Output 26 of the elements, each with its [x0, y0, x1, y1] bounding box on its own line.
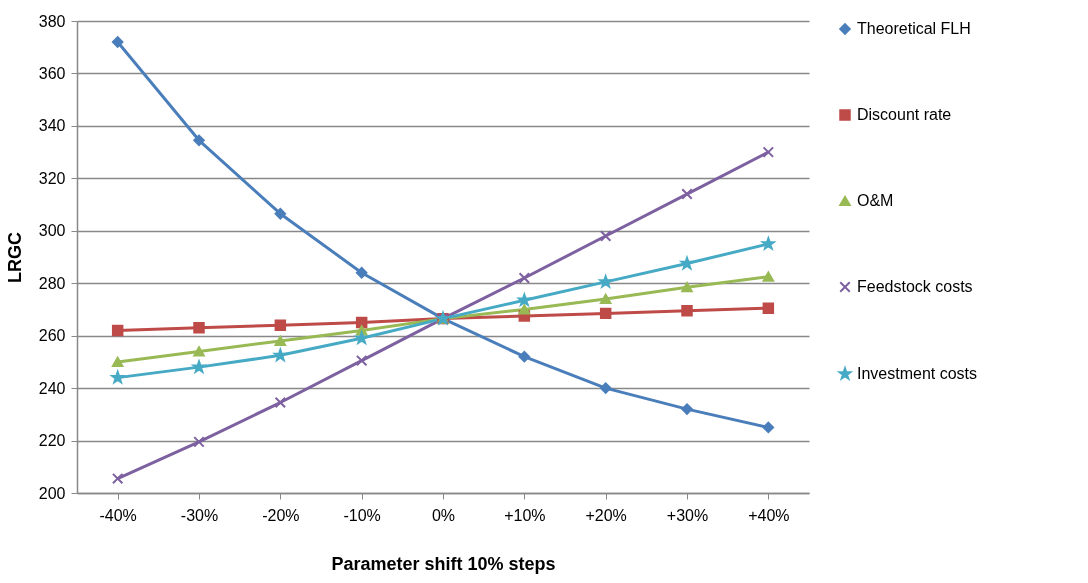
x-tick-label: -10% — [343, 506, 381, 524]
x-tick-label: +10% — [504, 506, 546, 524]
legend-label: Discount rate — [857, 106, 952, 123]
y-tick-label: 260 — [38, 327, 66, 345]
y-tick-label: 340 — [38, 117, 66, 135]
x-axis-title: Parameter shift 10% steps — [331, 553, 556, 574]
y-tick-label: 280 — [38, 274, 66, 292]
legend-label: Investment costs — [857, 365, 978, 382]
legend-label: Theoretical FLH — [857, 20, 971, 37]
x-tick-label: +30% — [666, 506, 709, 524]
y-axis-title: LRGC — [4, 232, 25, 283]
x-tick-label: -40% — [99, 506, 137, 524]
y-tick-label: 200 — [38, 484, 66, 502]
legend-label: Feedstock costs — [857, 278, 973, 295]
y-tick-label: 220 — [38, 432, 66, 450]
x-tick-label: +20% — [585, 506, 627, 524]
y-tick-label: 300 — [38, 222, 66, 240]
x-tick-label: +40% — [748, 506, 790, 524]
y-tick-label: 320 — [38, 169, 66, 187]
y-tick-label: 240 — [38, 379, 66, 397]
x-tick-label: -20% — [262, 506, 300, 524]
legend-label: O&M — [857, 192, 894, 209]
x-tick-label: 0% — [431, 506, 456, 524]
y-tick-label: 380 — [38, 12, 66, 30]
y-tick-label: 360 — [38, 64, 66, 82]
x-tick-label: -30% — [180, 506, 219, 524]
